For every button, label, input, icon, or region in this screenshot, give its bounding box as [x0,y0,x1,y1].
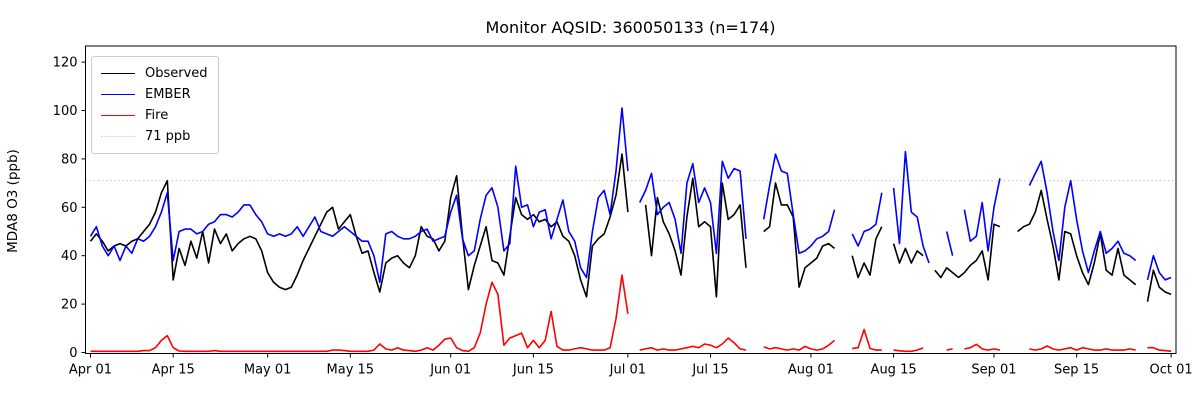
y-tick-label: 0 [69,346,77,361]
legend-label: Observed [145,66,208,81]
x-tick-label: Oct 01 [1150,363,1193,378]
x-tick-label: Sep 01 [971,363,1016,378]
legend-item-71-ppb: 71 ppb [101,126,208,147]
y-tick-label: 20 [61,298,78,313]
legend-item-observed: Observed [101,63,208,84]
legend-line-sample [101,94,135,95]
legend-line-sample [101,73,135,74]
y-tick-label: 80 [61,152,78,167]
x-tick-label: Jun 15 [512,363,554,378]
x-tick-label: May 15 [327,363,375,378]
y-tick-label: 60 [61,201,78,216]
legend-label: Fire [145,108,169,123]
chart-title: Monitor AQSID: 360050133 (n=174) [485,18,776,37]
legend-item-fire: Fire [101,105,208,126]
legend-label: EMBER [145,87,191,102]
x-tick-label: Jul 15 [691,363,728,378]
x-tick-label: Jun 01 [429,363,471,378]
legend-label: 71 ppb [145,129,191,144]
legend-line-sample [101,136,135,137]
legend-box: Observed EMBER Fire 71 ppb [91,56,219,154]
series-fire-line [90,274,1172,353]
x-tick-label: Aug 01 [788,363,834,378]
y-tick-label: 100 [53,104,78,119]
x-tick-label: Apr 15 [152,363,195,378]
x-tick-label: Sep 15 [1054,363,1099,378]
legend-line-sample [101,115,135,116]
series-observed-line [89,153,1172,302]
legend-item-ember: EMBER [101,84,208,105]
x-tick-label: Jul 01 [609,363,646,378]
plot-border [85,45,1177,354]
x-tick-label: May 01 [244,363,292,378]
y-tick-label: 120 [53,56,78,71]
x-tick-label: Apr 01 [69,363,112,378]
x-tick-label: Aug 15 [871,363,917,378]
y-tick-label: 40 [61,249,78,264]
series-ember-line [89,107,1172,284]
